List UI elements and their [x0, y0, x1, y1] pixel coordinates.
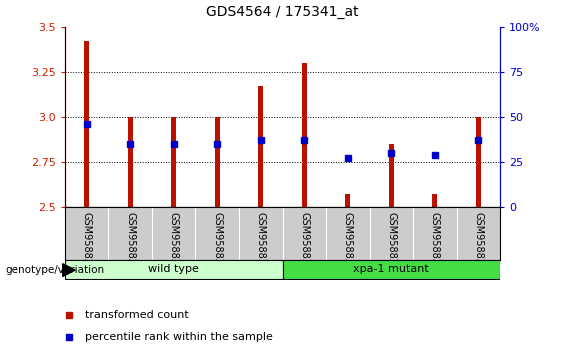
Text: GSM958836: GSM958836 — [473, 212, 483, 272]
Bar — [389, 144, 394, 207]
Text: GSM958834: GSM958834 — [386, 212, 396, 272]
Text: GSM958833: GSM958833 — [343, 212, 353, 272]
Text: GSM958832: GSM958832 — [299, 212, 309, 272]
FancyBboxPatch shape — [65, 260, 282, 279]
Text: wild type: wild type — [148, 264, 199, 274]
Text: GDS4564 / 175341_at: GDS4564 / 175341_at — [206, 5, 359, 19]
FancyBboxPatch shape — [282, 260, 500, 279]
Bar — [345, 194, 350, 207]
Text: transformed count: transformed count — [85, 310, 188, 320]
Text: GSM958835: GSM958835 — [430, 212, 440, 272]
Text: percentile rank within the sample: percentile rank within the sample — [85, 332, 272, 342]
Text: GSM958831: GSM958831 — [256, 212, 266, 272]
Bar — [84, 41, 89, 207]
Text: GSM958829: GSM958829 — [169, 212, 179, 272]
Text: GSM958828: GSM958828 — [125, 212, 135, 272]
Bar — [302, 63, 307, 207]
Text: xpa-1 mutant: xpa-1 mutant — [353, 264, 429, 274]
Polygon shape — [63, 264, 75, 276]
Text: GSM958830: GSM958830 — [212, 212, 222, 272]
Bar — [432, 194, 437, 207]
Bar — [258, 86, 263, 207]
Bar — [128, 117, 133, 207]
Text: genotype/variation: genotype/variation — [6, 265, 105, 275]
Bar — [215, 117, 220, 207]
Bar — [171, 117, 176, 207]
Text: GSM958827: GSM958827 — [82, 212, 92, 272]
Bar — [476, 117, 481, 207]
